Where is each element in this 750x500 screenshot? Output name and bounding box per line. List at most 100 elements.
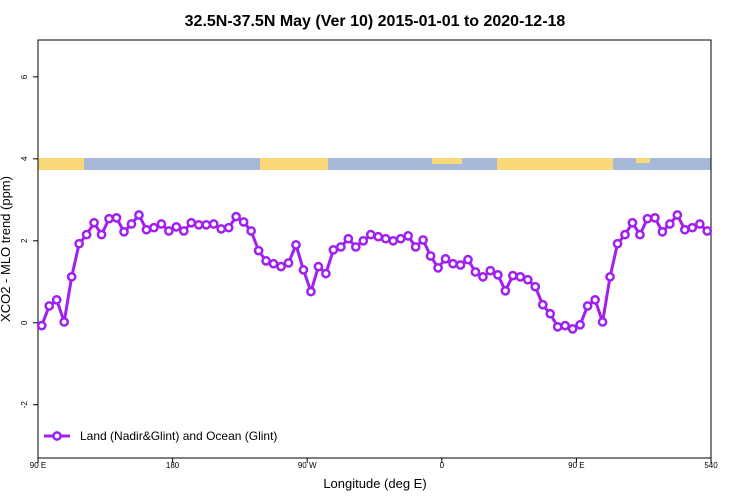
data-point xyxy=(478,272,488,282)
data-point xyxy=(253,245,264,256)
data-point xyxy=(627,217,638,228)
data-point xyxy=(687,222,698,233)
data-point xyxy=(395,233,406,244)
x-tick-label: 90 W xyxy=(298,461,317,470)
chart-title: 32.5N-37.5N May (Ver 10) 2015-01-01 to 2… xyxy=(185,13,566,30)
x-tick-label: 180 xyxy=(166,461,180,470)
data-point xyxy=(238,217,249,227)
data-point xyxy=(96,229,107,240)
data-point xyxy=(560,320,571,331)
data-point xyxy=(178,226,189,236)
data-point xyxy=(111,213,122,223)
data-point xyxy=(620,229,630,240)
y-tick-label: 6 xyxy=(20,74,29,79)
data-point xyxy=(515,272,526,282)
data-point xyxy=(635,229,645,240)
data-point xyxy=(388,235,399,246)
data-point xyxy=(507,270,518,281)
data-point xyxy=(149,222,159,233)
data-point xyxy=(582,301,593,311)
data-point xyxy=(66,272,77,282)
y-tick-label: -2 xyxy=(20,401,29,409)
data-point xyxy=(261,256,271,266)
data-point xyxy=(59,317,70,327)
data-point xyxy=(642,213,653,224)
data-point xyxy=(575,319,585,330)
data-point xyxy=(679,224,690,235)
data-point xyxy=(358,235,369,246)
data-point xyxy=(522,274,533,285)
data-point xyxy=(485,265,496,276)
data-point xyxy=(186,217,197,228)
data-point xyxy=(104,213,114,224)
legend-marker xyxy=(52,431,62,441)
x-tick-label: 90 E xyxy=(30,461,46,470)
data-point xyxy=(694,219,705,229)
data-point xyxy=(51,294,62,305)
data-point xyxy=(448,258,458,269)
data-point xyxy=(201,219,212,230)
x-tick-label: 540 xyxy=(704,461,718,470)
y-tick-label: 0 xyxy=(20,320,29,325)
data-point xyxy=(36,320,47,331)
data-point xyxy=(380,233,391,244)
data-point xyxy=(119,226,129,237)
data-point xyxy=(590,294,600,305)
data-point xyxy=(89,217,99,228)
data-point xyxy=(231,211,242,222)
x-axis-label: Longitude (deg E) xyxy=(323,476,426,491)
data-point xyxy=(410,242,421,252)
x-tick-label: 90 E xyxy=(568,461,584,470)
data-point xyxy=(612,238,623,249)
data-point xyxy=(141,224,152,235)
data-point xyxy=(298,265,309,275)
data-point xyxy=(44,301,55,311)
data-point xyxy=(672,210,683,220)
data-point xyxy=(350,242,361,252)
data-point xyxy=(156,219,167,229)
data-point xyxy=(455,260,466,270)
data-point xyxy=(403,231,413,241)
data-point xyxy=(328,244,339,255)
data-point xyxy=(134,210,144,220)
data-point xyxy=(702,226,713,236)
data-point xyxy=(321,268,331,279)
data-point xyxy=(164,226,174,236)
data-point xyxy=(500,285,511,296)
data-point xyxy=(291,240,301,250)
data-point xyxy=(74,238,84,249)
data-point xyxy=(313,261,324,272)
data-point xyxy=(373,231,384,242)
data-point xyxy=(336,242,346,252)
data-point xyxy=(365,229,376,240)
data-point xyxy=(126,219,137,229)
data-point xyxy=(567,324,578,334)
data-point xyxy=(463,254,473,265)
data-point xyxy=(433,263,443,273)
data-point xyxy=(208,219,219,229)
x-tick-label: 0 xyxy=(440,461,445,470)
data-point xyxy=(193,219,204,230)
data-point xyxy=(343,233,354,244)
data-point xyxy=(223,222,234,233)
plot-frame xyxy=(37,39,712,459)
data-point xyxy=(276,261,286,272)
data-point xyxy=(530,281,541,292)
y-axis-label: XCO2 - MLO trend (ppm) xyxy=(0,176,13,322)
y-tick-label: 4 xyxy=(20,156,29,161)
data-point xyxy=(650,213,660,223)
data-point xyxy=(657,226,668,237)
y-tick-label: 2 xyxy=(20,238,29,243)
data-point xyxy=(605,272,615,282)
data-point xyxy=(171,222,182,232)
data-point xyxy=(537,299,548,310)
data-point xyxy=(268,258,279,269)
data-point xyxy=(306,286,316,297)
data-point xyxy=(552,322,563,332)
data-point xyxy=(216,224,227,234)
data-point xyxy=(425,251,436,261)
data-point xyxy=(545,308,556,319)
data-point xyxy=(283,258,294,268)
data-point xyxy=(81,229,92,240)
